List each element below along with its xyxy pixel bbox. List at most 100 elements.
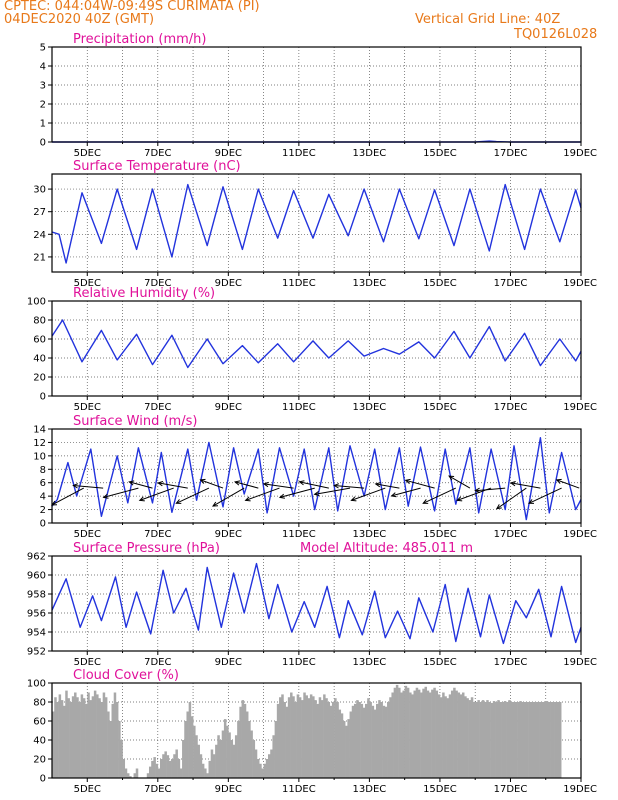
cloud-cover-bar <box>113 692 117 778</box>
cloud-cover-ytick-label: 20 <box>33 755 46 766</box>
temperature-xtick-label: 15DEC <box>423 278 457 289</box>
cloud-cover-bar <box>111 703 115 778</box>
cloud-cover-bar <box>115 702 119 778</box>
cloud-cover-bar <box>362 707 366 778</box>
cloud-cover-bar <box>217 735 220 778</box>
temperature-xtick-label: 11DEC <box>282 278 316 289</box>
cloud-cover-bar <box>558 702 562 778</box>
cloud-cover-bar <box>398 687 401 778</box>
cloud-cover-bar <box>274 721 278 778</box>
cloud-cover-bar <box>450 690 454 778</box>
cloud-cover-bar <box>376 703 379 778</box>
wind-vector-head <box>233 480 241 486</box>
cloud-cover-bar <box>263 763 267 778</box>
cloud-cover-xtick-label: 19DEC <box>563 784 597 795</box>
cloud-cover-bar <box>325 698 328 778</box>
pressure-ytick-label: 958 <box>27 590 46 601</box>
cloud-cover-bar <box>186 711 189 778</box>
humidity-xtick-label: 13DEC <box>353 402 387 413</box>
cloud-cover-bar <box>510 702 513 778</box>
cloud-cover-bar <box>395 684 399 778</box>
humidity-series-line <box>51 319 582 369</box>
cloud-cover-bar <box>459 694 463 778</box>
precipitation-panel: 0 1 2 3 4 5 5DEC 7DEC 9DEC 11DEC 13DEC 15DEC 17DEC 19… <box>40 32 597 159</box>
wind-xtick-label: 13DEC <box>353 529 387 540</box>
cloud-cover-bar <box>404 685 408 778</box>
cloud-cover-bar <box>497 700 500 778</box>
cloud-cover-bar <box>472 702 476 778</box>
precipitation-xtick-label: 15DEC <box>423 148 457 159</box>
cloud-cover-bar <box>206 773 209 778</box>
humidity-xtick-label: 19DEC <box>563 402 597 413</box>
wind-ytick-label: 12 <box>33 438 46 449</box>
wind-vector-head <box>175 499 182 504</box>
cloud-cover-bar <box>428 692 432 778</box>
cloud-cover-bar <box>534 702 538 778</box>
cloud-cover-bar <box>74 692 77 778</box>
wind-vector-head <box>298 480 305 486</box>
cloud-cover-bar <box>393 687 397 778</box>
cloud-cover-bar <box>87 692 90 778</box>
cloud-cover-bar <box>135 768 139 778</box>
precipitation-xtick-label: 13DEC <box>353 148 387 159</box>
cloud-cover-bar <box>201 763 205 778</box>
cloud-cover-bar <box>303 692 306 778</box>
cloud-cover-bar <box>334 698 337 778</box>
cloud-cover-bar <box>52 711 55 778</box>
cloud-cover-bar <box>484 702 487 778</box>
wind-vector-head <box>374 482 381 488</box>
cloud-cover-bar <box>514 702 518 778</box>
wind-vector-head <box>157 481 164 487</box>
cloud-cover-bar <box>162 754 165 778</box>
cloud-cover-bar <box>234 735 238 778</box>
wind-vector-head <box>199 478 206 484</box>
cloud-cover-bar <box>96 694 99 778</box>
cloud-cover-bar <box>455 690 458 778</box>
wind-vector-head <box>278 493 285 499</box>
wind-vector-head <box>211 501 219 507</box>
wind-vector <box>234 481 259 489</box>
cloud-cover-bar <box>210 749 214 778</box>
cloud-cover-bar <box>298 697 302 778</box>
cloud-cover-bar <box>336 702 339 778</box>
cloud-cover-bar <box>492 701 496 778</box>
cloud-cover-bar <box>268 754 271 778</box>
cloud-cover-bar <box>340 713 344 778</box>
precipitation-frame <box>51 46 582 143</box>
cloud-cover-bar <box>475 702 478 778</box>
precipitation-ytick-label: 2 <box>40 100 46 111</box>
wind-vector <box>314 487 351 495</box>
wind-vector <box>245 487 280 501</box>
cloud-cover-bar <box>124 768 128 778</box>
cloud-cover-bar <box>382 705 386 778</box>
wind-vector <box>334 484 365 489</box>
temperature-frame <box>51 173 582 273</box>
cloud-cover-bar <box>219 740 223 778</box>
cloud-cover-bar <box>281 694 284 778</box>
humidity-xtick-label: 15DEC <box>423 402 457 413</box>
pressure-ytick-label: 960 <box>27 571 46 582</box>
cloud-cover-bar <box>199 754 203 778</box>
temperature-ytick-label: 30 <box>33 185 46 196</box>
cloud-cover-title: Cloud Cover (%) <box>73 668 179 683</box>
cloud-cover-bar <box>212 754 216 778</box>
wind-vector-head <box>262 481 269 488</box>
cloud-cover-bar <box>329 705 333 778</box>
wind-frame <box>51 428 582 524</box>
cloud-cover-bar <box>208 760 211 778</box>
cloud-cover-panel: 0 20 40 60 80 100 5DEC 7DEC 9DEC 11DEC 13DEC 15DEC 1… <box>27 668 597 795</box>
cloud-cover-ytick-label: 40 <box>33 736 46 747</box>
cloud-cover-bar <box>250 730 253 778</box>
wind-vector-head <box>404 478 411 484</box>
cloud-cover-bar <box>102 692 106 778</box>
cloud-cover-bar <box>464 696 467 778</box>
wind-vector <box>405 479 435 489</box>
pressure-xtick-label: 17DEC <box>494 657 528 668</box>
cloud-cover-bar <box>241 700 245 778</box>
cloud-cover-bar <box>287 697 291 778</box>
cloud-cover-bar <box>470 697 474 778</box>
cloud-cover-bar <box>307 698 311 778</box>
wind-vector <box>51 487 84 506</box>
humidity-xtick-label: 11DEC <box>282 402 316 413</box>
wind-vector <box>279 487 315 498</box>
